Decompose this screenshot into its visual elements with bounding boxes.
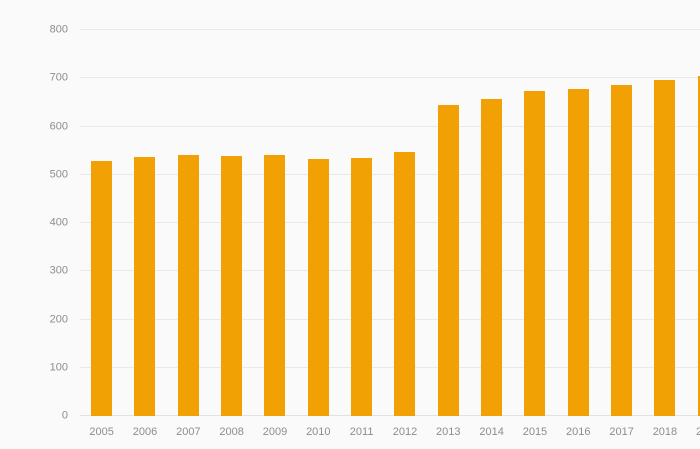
x-tick-label: 2010 xyxy=(306,426,331,438)
bar-slot xyxy=(383,30,426,416)
bar-2017[interactable] xyxy=(611,85,633,416)
x-tick-label: 2011 xyxy=(349,426,374,438)
bar-slot xyxy=(210,30,253,416)
bar-2013[interactable] xyxy=(437,104,459,416)
bar-slot xyxy=(513,30,556,416)
bar-chart: 0 100 200 300 400 500 600 700 800 2005 2006 2007 20… xyxy=(40,16,700,449)
gridline xyxy=(80,173,700,175)
y-tick-label: 400 xyxy=(49,216,68,229)
bar-slot xyxy=(427,30,470,416)
x-tick-label: 2017 xyxy=(609,426,634,438)
bar-2019[interactable] xyxy=(697,75,700,416)
y-tick-label: 700 xyxy=(49,71,68,84)
gridline xyxy=(80,318,700,320)
x-tick-label: 2019 xyxy=(696,426,700,438)
bar-2005[interactable] xyxy=(91,161,113,416)
bar-2016[interactable] xyxy=(567,88,589,416)
x-axis: 2005 2006 2007 2008 2009 2010 2011 2012 2013 2014… xyxy=(80,424,700,440)
bar-2012[interactable] xyxy=(394,152,416,416)
y-tick-label: 200 xyxy=(49,313,68,325)
bar-2007[interactable] xyxy=(177,155,199,416)
bar-slot xyxy=(340,30,383,416)
bar-2006[interactable] xyxy=(134,157,156,416)
bar-2011[interactable] xyxy=(351,157,373,416)
bar-2014[interactable] xyxy=(481,99,503,416)
bar-slot xyxy=(297,30,340,416)
y-tick-label: 100 xyxy=(49,361,68,374)
bar-2018[interactable] xyxy=(654,80,676,416)
y-axis: 0 100 200 300 400 500 600 700 800 xyxy=(40,24,74,421)
gridlines xyxy=(80,29,700,416)
gridline xyxy=(80,29,700,30)
gridline xyxy=(80,125,700,127)
y-tick-label: 800 xyxy=(49,23,68,36)
gridline xyxy=(80,415,700,416)
bar-2009[interactable] xyxy=(264,155,286,416)
bar-slot xyxy=(687,30,700,416)
bar-slot xyxy=(167,30,210,416)
gridline xyxy=(80,222,700,223)
bar-slot xyxy=(643,30,686,416)
plot-area xyxy=(80,29,700,416)
x-tick-label: 2008 xyxy=(219,426,244,438)
x-tick-label: 2007 xyxy=(176,426,201,438)
x-tick-label: 2006 xyxy=(132,426,158,438)
y-tick-label: 300 xyxy=(49,264,68,277)
gridline xyxy=(80,270,700,272)
bar-slot xyxy=(80,30,123,416)
bar-2008[interactable] xyxy=(221,156,243,416)
bar-slot xyxy=(470,30,513,416)
x-tick-label: 2018 xyxy=(652,426,678,438)
x-tick-label: 2012 xyxy=(392,426,418,438)
x-tick-label: 2014 xyxy=(479,426,504,438)
bar-2010[interactable] xyxy=(307,158,329,416)
bar-slot xyxy=(557,30,600,416)
x-tick-label: 2009 xyxy=(262,426,288,438)
x-tick-label: 2013 xyxy=(436,426,461,438)
bars xyxy=(80,30,700,416)
y-tick-label: 500 xyxy=(49,168,68,181)
y-tick-label: 0 xyxy=(61,409,68,422)
gridline xyxy=(80,77,700,79)
bar-2015[interactable] xyxy=(524,91,546,416)
bar-slot xyxy=(253,30,296,416)
x-tick-label: 2015 xyxy=(522,426,548,438)
x-tick-label: 2005 xyxy=(89,426,114,438)
bar-slot xyxy=(600,30,643,416)
bar-slot xyxy=(123,30,166,416)
gridline xyxy=(80,366,700,368)
x-tick-label: 2016 xyxy=(566,426,591,438)
y-tick-label: 600 xyxy=(49,120,68,132)
